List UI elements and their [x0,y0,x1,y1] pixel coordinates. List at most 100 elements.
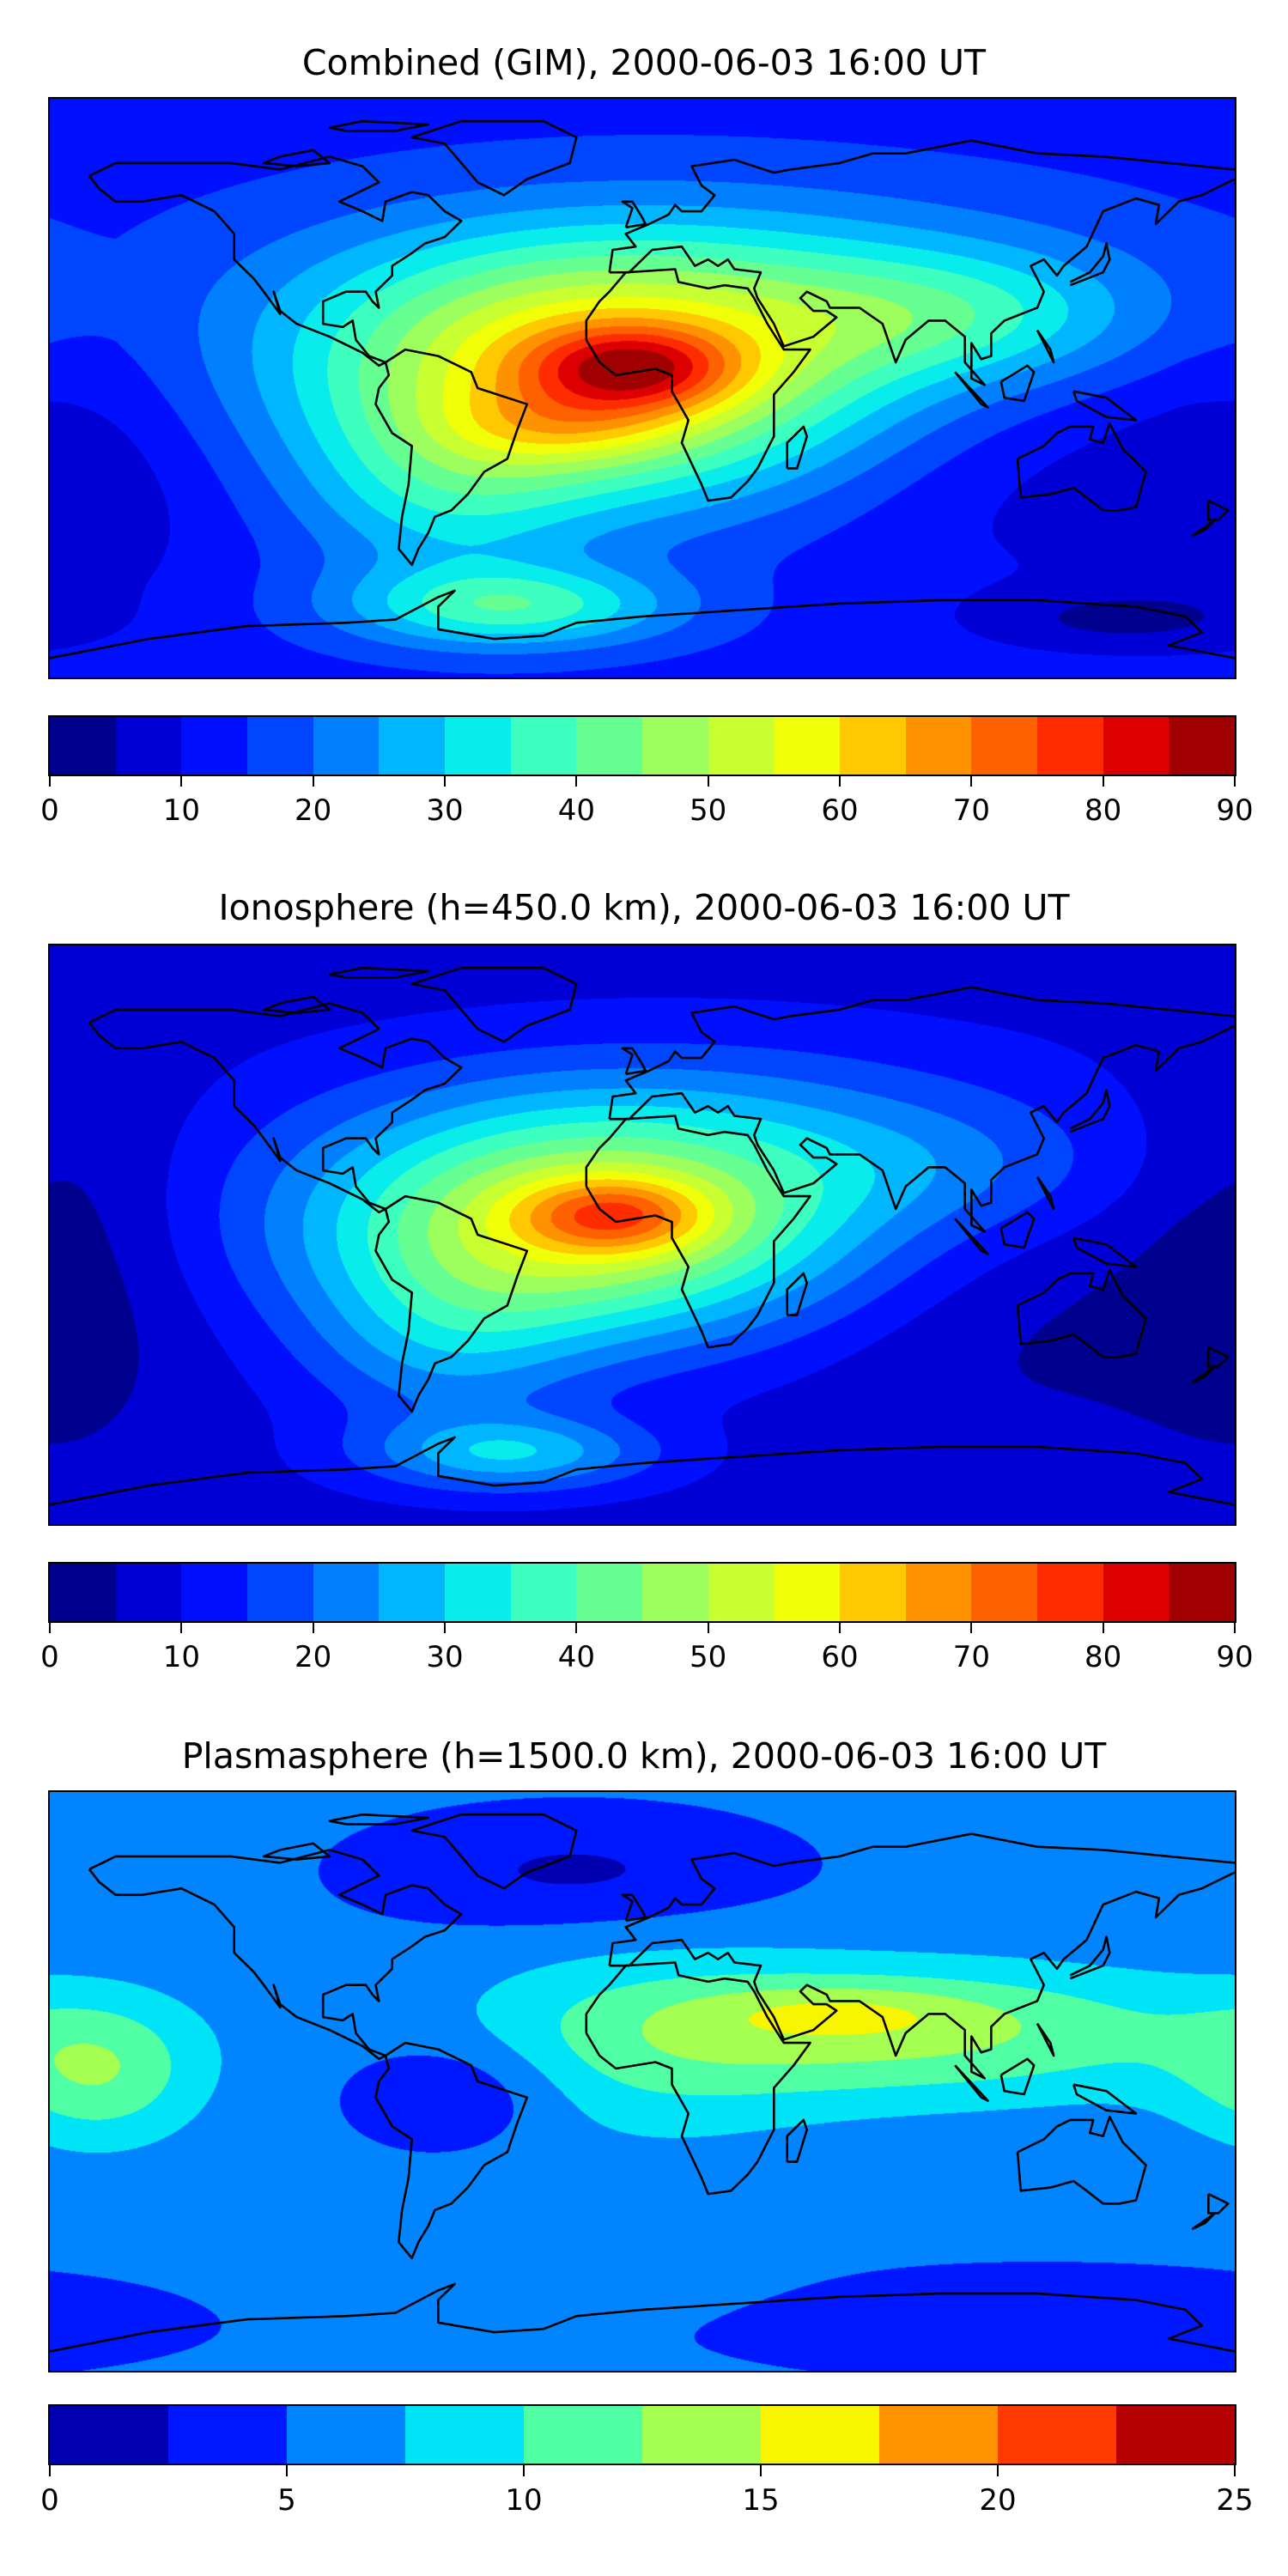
colorbar-tick [180,775,183,787]
coastline [1069,1089,1111,1133]
colorbar-tick-label: 0 [40,2483,59,2518]
colorbar-segment [1037,1564,1103,1621]
colorbar-segment [576,1564,643,1621]
coastline [585,268,811,502]
panel-2-coastlines [50,966,1235,1506]
panel-2-colorbar-ticks: 0 10 20 30 40 50 60 70 80 90 [40,1621,1254,1674]
colorbar-segment [971,1564,1038,1621]
colorbar-tick [760,2464,762,2476]
colorbar-tick [997,2464,999,2476]
colorbar-tick [707,1621,709,1633]
panel-2-field [50,945,1235,1524]
colorbar-tick-label: 50 [690,793,727,828]
coastline [328,966,430,979]
coastline [999,364,1036,403]
coastline [609,1871,1235,2080]
colorbar-segment [642,1564,708,1621]
coastline [1207,1346,1230,1368]
coastline [608,1832,1235,1966]
panel-2-map [48,944,1236,1526]
colorbar-segment [1103,1564,1170,1621]
colorbar-segment [181,717,248,775]
coastline [410,119,578,197]
colorbar-segment [50,1564,116,1621]
colorbar-segment [181,1564,248,1621]
colorbar-tick [970,1621,973,1633]
colorbar-tick [523,2464,525,2476]
coastline [1016,422,1147,512]
colorbar-tick [707,775,709,787]
coastline [954,1218,989,1255]
colorbar-segment [642,717,708,775]
colorbar-segment [840,1564,906,1621]
coastline [1016,1268,1147,1358]
coastline [585,1961,811,2196]
coastline [1036,1176,1055,1211]
colorbar-tick [575,775,578,787]
coastline [585,1115,811,1349]
coastline [1072,390,1138,422]
colorbar-tick-label: 20 [979,2483,1017,2518]
coastline [786,425,809,470]
colorbar-segment [405,2406,524,2464]
panel-3-field [50,1792,1235,2371]
coastline [954,2064,989,2102]
panel-2-title: Ionosphere (h=450.0 km), 2000-06-03 16:0… [218,887,1070,928]
coastline [786,1272,809,1316]
panel-2-colorbar [48,1562,1236,1623]
coastline [410,1813,578,1890]
colorbar-segment [313,1564,380,1621]
coastline [954,371,989,409]
colorbar-segment [379,1564,446,1621]
coastline [262,149,331,167]
colorbar-segment [905,1564,972,1621]
coastline [262,995,331,1014]
colorbar-segment [1103,717,1170,775]
panel-3-coastlines [50,1813,1235,2353]
colorbar-tick-label: 10 [162,1640,200,1674]
colorbar-segment [774,1564,841,1621]
coastline [1191,2212,1217,2231]
colorbar-segment [524,2406,642,2464]
coastline [88,1002,463,1214]
colorbar-segment [313,717,380,775]
colorbar-tick [312,1621,314,1633]
coastline [786,2118,809,2163]
coastline [1016,2115,1147,2205]
colorbar-tick-label: 80 [1084,793,1122,828]
coastline [1072,1236,1138,1268]
colorbar-tick [444,775,446,787]
panel-3-colorbar [48,2404,1236,2465]
coastline [999,2057,1036,2096]
coastline [1207,2192,1230,2215]
panel-1-map [48,97,1236,679]
colorbar-tick-label: 0 [40,793,59,828]
coastline [1036,329,1055,364]
colorbar-tick [49,775,51,787]
colorbar-tick-label: 30 [426,1640,464,1674]
coastline [608,139,1235,273]
coastline [621,200,647,229]
panel-3-title: Plasmasphere (h=1500.0 km), 2000-06-03 1… [181,1735,1107,1777]
coastline [1072,2083,1138,2115]
colorbar-tick [1102,1621,1104,1633]
colorbar-tick-label: 15 [742,2483,780,2518]
colorbar-segment [879,2406,998,2464]
colorbar-tick-label: 50 [690,1640,727,1674]
colorbar-segment [50,2406,168,2464]
colorbar-tick-label: 10 [162,793,200,828]
colorbar-tick-label: 30 [426,793,464,828]
colorbar-segment [379,717,446,775]
coastline [328,119,430,132]
colorbar-segment [576,717,643,775]
coastline [621,1893,647,1923]
coastline [1207,499,1230,521]
colorbar-tick-label: 5 [277,2483,296,2518]
colorbar-tick [49,2464,51,2476]
colorbar-segment [168,2406,287,2464]
colorbar-tick [49,1621,51,1633]
colorbar-segment [510,717,577,775]
colorbar-tick-label: 90 [1216,1640,1254,1674]
colorbar-segment [50,717,116,775]
panel-1-colorbar [48,715,1236,776]
